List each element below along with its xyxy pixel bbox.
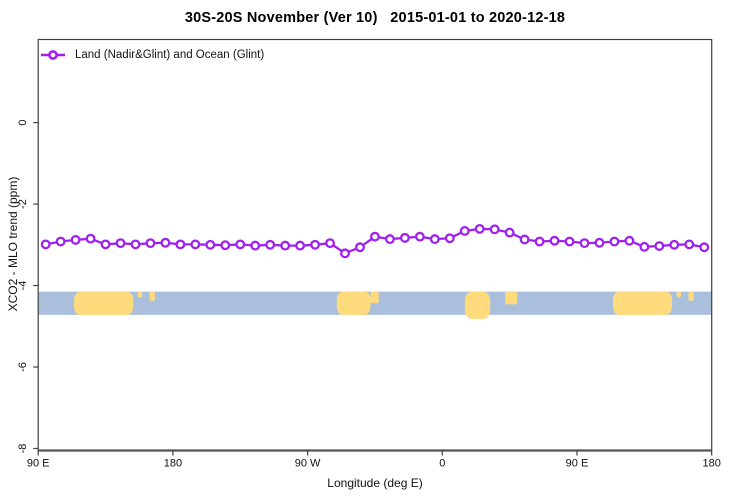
- data-point: [205, 239, 216, 250]
- data-point: [564, 236, 575, 247]
- x-tick-label: 180: [164, 458, 182, 470]
- data-point: [130, 239, 141, 250]
- land-australia-2: [612, 291, 673, 315]
- legend-label: Land (Nadir&Glint) and Ocean (Glint): [75, 49, 265, 61]
- land-brazil-east: [370, 291, 379, 304]
- data-point: [579, 238, 590, 249]
- data-point: [594, 237, 605, 248]
- data-point: [414, 231, 425, 242]
- data-point: [384, 234, 395, 245]
- land-madagascar: [505, 291, 518, 305]
- data-point: [175, 239, 186, 250]
- data-point: [280, 240, 291, 251]
- legend: Land (Nadir&Glint) and Ocean (Glint): [40, 47, 264, 63]
- x-tick-label: 90 E: [566, 458, 589, 470]
- data-point: [459, 225, 470, 236]
- land-africa: [464, 291, 491, 319]
- data-point: [669, 239, 680, 250]
- data-point: [370, 231, 380, 242]
- land-new-caledonia-2: [688, 291, 694, 301]
- land-south-america: [336, 291, 371, 315]
- y-tick-label: -6: [17, 362, 29, 372]
- y-tick-label: -2: [17, 199, 29, 209]
- data-point: [609, 236, 620, 247]
- data-point: [220, 240, 231, 251]
- data-point: [340, 248, 350, 259]
- data-point: [250, 240, 261, 251]
- data-point: [310, 239, 321, 250]
- data-point: [190, 239, 201, 250]
- data-point: [519, 234, 530, 245]
- data-point: [444, 233, 455, 244]
- data-point: [115, 238, 126, 249]
- data-point: [654, 241, 665, 251]
- data-point: [399, 232, 410, 243]
- data-point: [429, 234, 440, 245]
- data-point: [684, 239, 695, 250]
- data-point: [489, 224, 500, 235]
- data-point: [504, 227, 515, 238]
- legend-line-marker-icon: [41, 50, 65, 60]
- ocean-strip: [38, 291, 712, 315]
- data-point: [549, 235, 560, 246]
- land-australia: [74, 291, 134, 315]
- y-tick-label: -8: [17, 444, 29, 454]
- data-point: [40, 239, 51, 250]
- chart-title: 30S-20S November (Ver 10) 2015-01-01 to …: [184, 10, 566, 26]
- data-point: [355, 242, 365, 253]
- x-tick-label: 90 W: [295, 458, 321, 470]
- y-tick-label: -4: [17, 281, 29, 291]
- land-islands: [137, 291, 143, 298]
- land-islands-2: [676, 291, 682, 298]
- data-point: [235, 239, 246, 250]
- data-point: [85, 233, 96, 244]
- data-point: [624, 235, 635, 246]
- data-point: [639, 241, 650, 252]
- data-point: [534, 236, 545, 247]
- data-point: [295, 240, 306, 251]
- data-point: [145, 238, 156, 249]
- x-tick-label: 90 E: [27, 458, 50, 470]
- x-tick-label: 180: [703, 458, 721, 470]
- data-point: [699, 242, 710, 253]
- x-tick-label: 0: [439, 458, 445, 470]
- data-point: [265, 239, 276, 250]
- data-point: [160, 237, 171, 248]
- data-point: [100, 239, 111, 250]
- x-axis-label: Longitude (deg E): [327, 476, 423, 490]
- land-new-caledonia: [149, 291, 155, 301]
- data-point: [55, 236, 66, 247]
- y-axis-label: XCO2 - MLO trend (ppm): [6, 176, 20, 312]
- data-point: [325, 238, 335, 249]
- y-tick-label: 0: [17, 120, 29, 126]
- data-point: [474, 223, 485, 234]
- data-point: [70, 234, 81, 245]
